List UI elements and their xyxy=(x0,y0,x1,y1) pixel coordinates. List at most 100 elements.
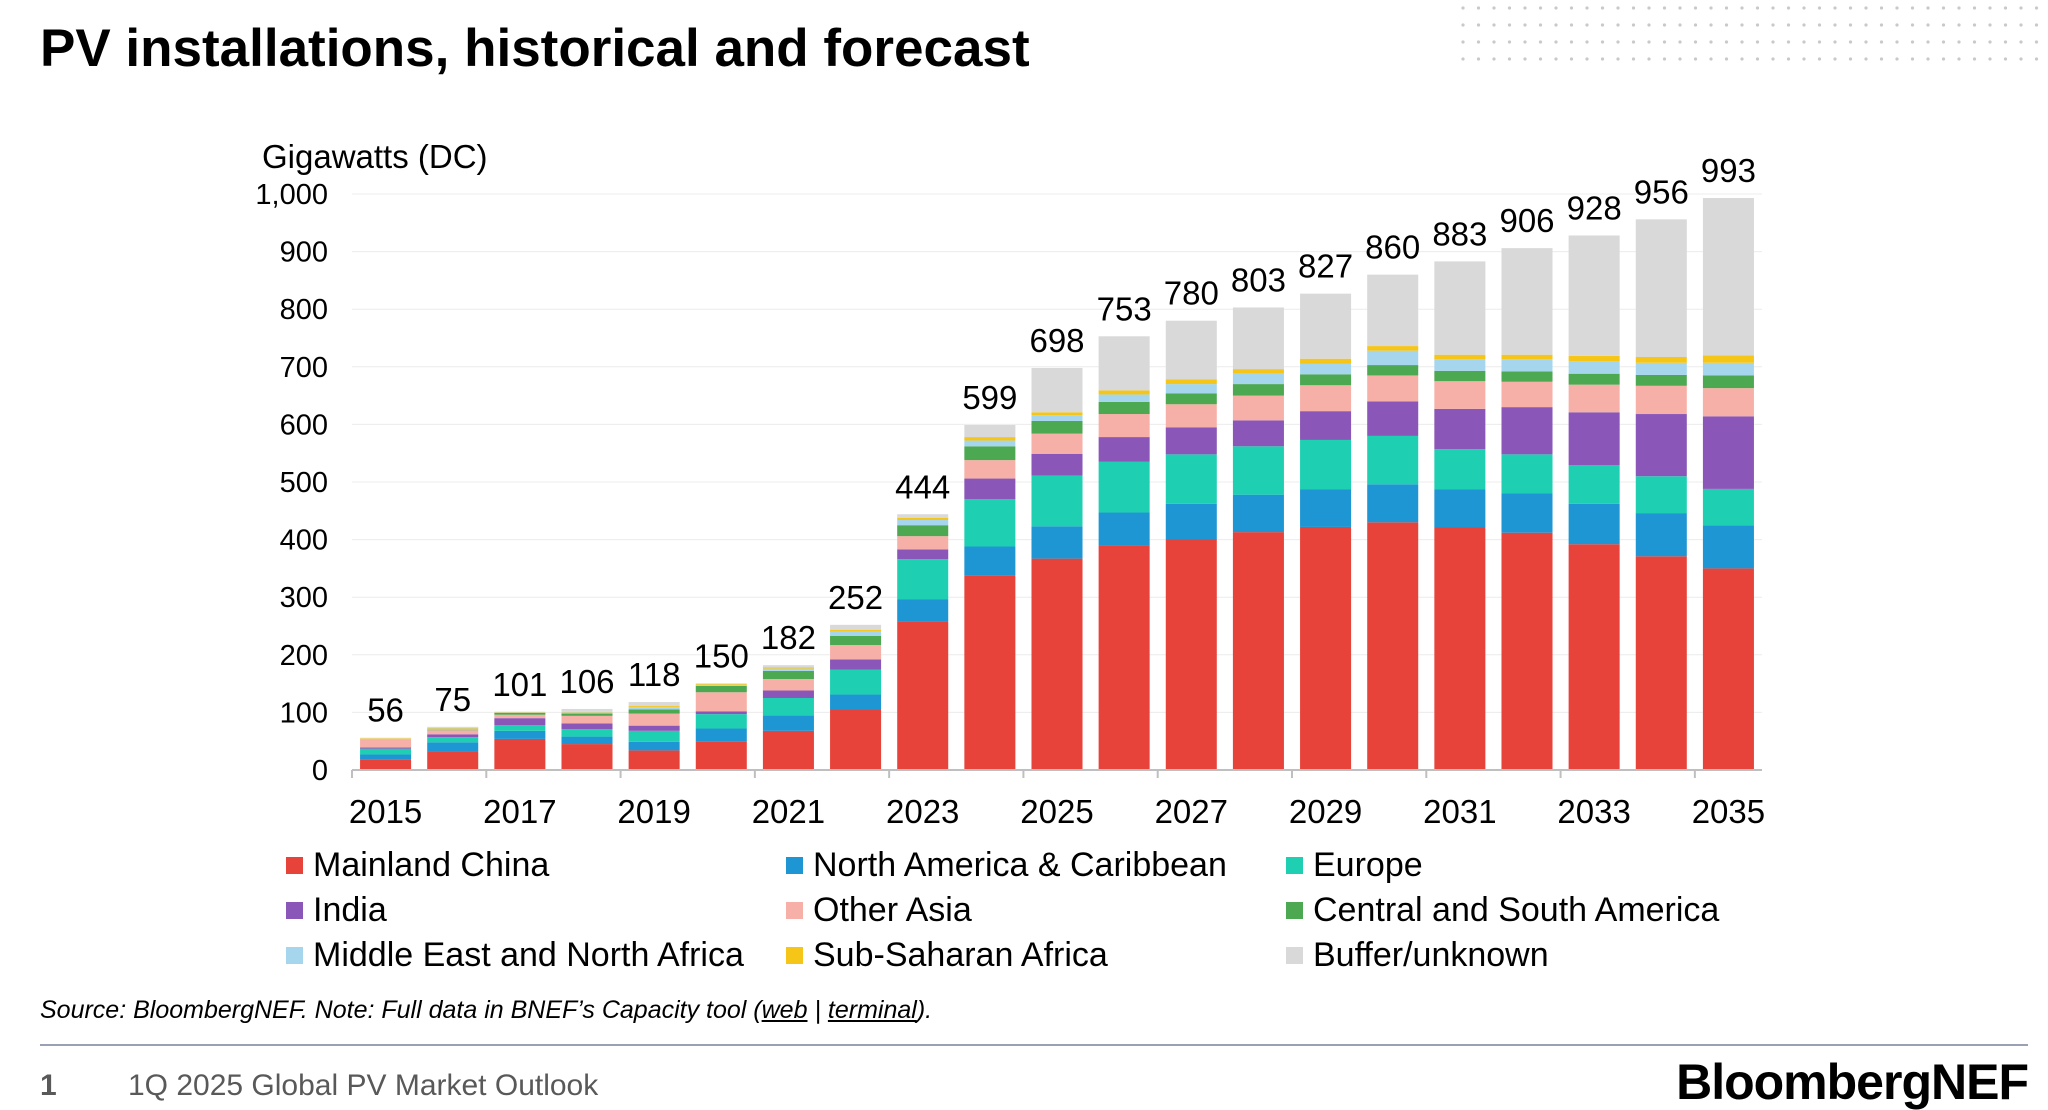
x-tick-label: 2025 xyxy=(1020,793,1093,830)
bar-segment xyxy=(1702,375,1754,389)
bar-segment xyxy=(1635,556,1687,770)
bar-segment xyxy=(561,712,613,714)
decor-dot xyxy=(1926,40,1930,44)
decor-dot xyxy=(1523,6,1527,10)
bar-segment xyxy=(897,514,949,518)
legend-label: Mainland China xyxy=(313,846,550,884)
decor-dot xyxy=(1662,57,1667,61)
decor-dot xyxy=(1616,57,1620,61)
y-tick-label: 100 xyxy=(280,697,328,729)
bar-segment xyxy=(762,678,814,691)
total-label: 883 xyxy=(1432,215,1487,252)
bar-segment xyxy=(360,748,412,755)
decor-dot xyxy=(1848,23,1853,27)
bar-segment xyxy=(494,711,546,713)
bar-segment xyxy=(1165,384,1217,394)
decor-dot xyxy=(2003,40,2008,44)
total-label: 906 xyxy=(1499,202,1554,239)
total-label: 599 xyxy=(962,379,1017,416)
bar-segment xyxy=(1031,367,1083,413)
bar-segment xyxy=(1232,446,1284,495)
bar-segment xyxy=(1635,374,1687,386)
decor-dot xyxy=(1895,23,1899,27)
decor-dot xyxy=(1910,57,1915,61)
decor-dot xyxy=(1678,57,1682,61)
decor-dot xyxy=(1569,23,1574,27)
decor-dot xyxy=(1802,6,1806,10)
bar-stack-2019 xyxy=(628,702,680,770)
decor-dot xyxy=(1538,23,1543,27)
bar-segment xyxy=(1501,407,1553,455)
decor-dot xyxy=(1616,6,1620,10)
decor-dot xyxy=(1755,40,1760,44)
bar-segment xyxy=(1434,359,1486,371)
decor-dot xyxy=(1848,40,1853,44)
bar-segment xyxy=(964,499,1016,547)
web-link[interactable]: web xyxy=(761,996,808,1024)
decor-dot xyxy=(1941,57,1946,61)
legend-label: Central and South America xyxy=(1313,891,1720,929)
decor-dot xyxy=(1972,40,1977,44)
bar-segment xyxy=(1098,437,1150,462)
decor-dot xyxy=(2034,23,2039,27)
bar-segment xyxy=(1501,454,1553,494)
bar-segment xyxy=(695,684,747,686)
bar-segment xyxy=(1635,513,1687,557)
bar-segment xyxy=(628,702,680,707)
decor-dot xyxy=(1740,6,1744,10)
bar-segment xyxy=(628,706,680,708)
decor-dot xyxy=(2019,23,2023,27)
bar-segment xyxy=(762,715,814,731)
bar-segment xyxy=(897,517,949,521)
bar-segment xyxy=(1098,390,1150,395)
decor-dot xyxy=(1600,57,1605,61)
terminal-link[interactable]: terminal xyxy=(827,996,917,1024)
source-separator: | xyxy=(807,996,828,1024)
total-label: 753 xyxy=(1097,290,1152,327)
legend-label: Other Asia xyxy=(813,891,972,929)
bar-segment xyxy=(1031,412,1083,416)
x-tick-label: 2017 xyxy=(483,793,556,830)
bloombergnef-logo: BloombergNEF xyxy=(1676,1054,2029,1110)
decor-dot xyxy=(1833,57,1837,61)
legend-item: Central and South America xyxy=(1286,891,1786,930)
bar-segment xyxy=(695,711,747,715)
bar-segment xyxy=(830,694,882,710)
bar-segment xyxy=(1232,384,1284,396)
decor-dot xyxy=(1833,40,1837,44)
bar-segment xyxy=(494,714,546,719)
bar-stack-2033 xyxy=(1568,235,1620,770)
bar-segment xyxy=(1367,365,1419,376)
decor-dot xyxy=(1972,57,1977,61)
decorative-dot-grid xyxy=(1461,6,2039,61)
bar-stack-2024 xyxy=(964,424,1016,770)
decor-dot xyxy=(1461,40,1465,44)
bar-segment xyxy=(897,536,949,550)
decor-dot xyxy=(1786,57,1791,61)
bar-segment xyxy=(561,729,613,737)
bar-segment xyxy=(1300,385,1352,412)
bar-segment xyxy=(964,460,1016,479)
total-label: 75 xyxy=(434,681,471,718)
bar-stack-2026 xyxy=(1098,336,1150,770)
decor-dot xyxy=(1585,23,1589,27)
bar-segment xyxy=(494,712,546,713)
bar-segment xyxy=(695,692,747,712)
bar-segment xyxy=(1568,384,1620,413)
x-tick-label: 2015 xyxy=(349,793,422,830)
bar-segment xyxy=(830,635,882,646)
decor-dot xyxy=(1957,23,1961,27)
bar-segment xyxy=(1098,512,1150,546)
bar-segment xyxy=(427,726,479,728)
decor-dot xyxy=(1461,23,1465,27)
footer-divider xyxy=(40,1044,2028,1046)
decor-dot xyxy=(1771,40,1775,44)
bar-segment xyxy=(1300,526,1352,770)
decor-dot xyxy=(1569,57,1574,61)
decor-dot xyxy=(1709,40,1713,44)
decor-dot xyxy=(1585,6,1589,10)
decor-dot xyxy=(1678,40,1682,44)
total-label: 780 xyxy=(1164,275,1219,312)
bar-segment xyxy=(1501,532,1553,770)
bar-segment xyxy=(1300,293,1352,359)
